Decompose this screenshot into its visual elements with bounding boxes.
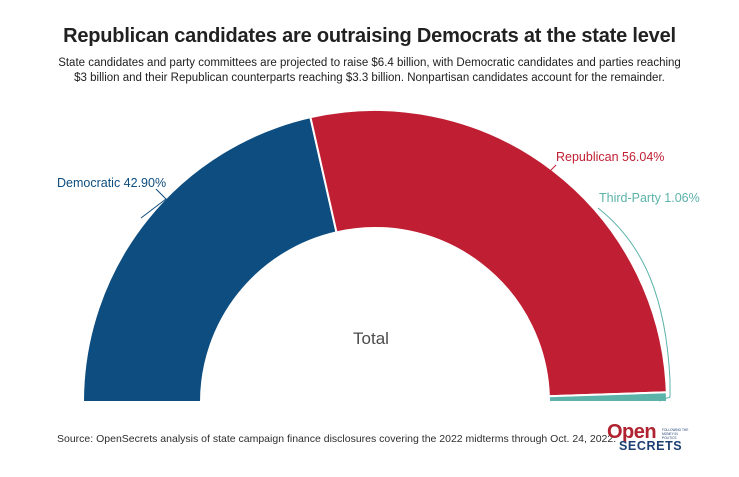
label-connector-democratic [140, 188, 167, 219]
pie-slice-democratic[interactable] [81, 116, 338, 403]
slice-label-democratic: Democratic 42.90% [57, 176, 167, 190]
slice-label-third-party: Third-Party 1.06% [599, 191, 700, 205]
slice-label-republican: Republican 56.04% [556, 150, 665, 164]
logo-word-secrets: SECRETS [619, 439, 683, 453]
pie-slice-republican[interactable] [309, 109, 668, 398]
chart-center-label: Total [353, 329, 389, 348]
opensecrets-logo: Open Following the money in politics SEC… [606, 421, 694, 457]
chart-title: Republican candidates are outraising Dem… [63, 25, 676, 47]
subtitle-line-1: State candidates and party committees ar… [58, 57, 681, 69]
subtitle-line-2: $3 billion and their Republican counterp… [74, 71, 665, 84]
label-connector-republican [542, 164, 557, 179]
chart-subtitle: State candidates and party committees ar… [30, 56, 709, 85]
label-connector-third-party [597, 207, 671, 402]
source-attribution: Source: OpenSecrets analysis of state ca… [57, 433, 617, 445]
logo-word-open: Open [607, 421, 657, 443]
logo-tagline: Following the money in politics [662, 428, 689, 441]
pie-slice-third-party[interactable] [547, 391, 669, 403]
